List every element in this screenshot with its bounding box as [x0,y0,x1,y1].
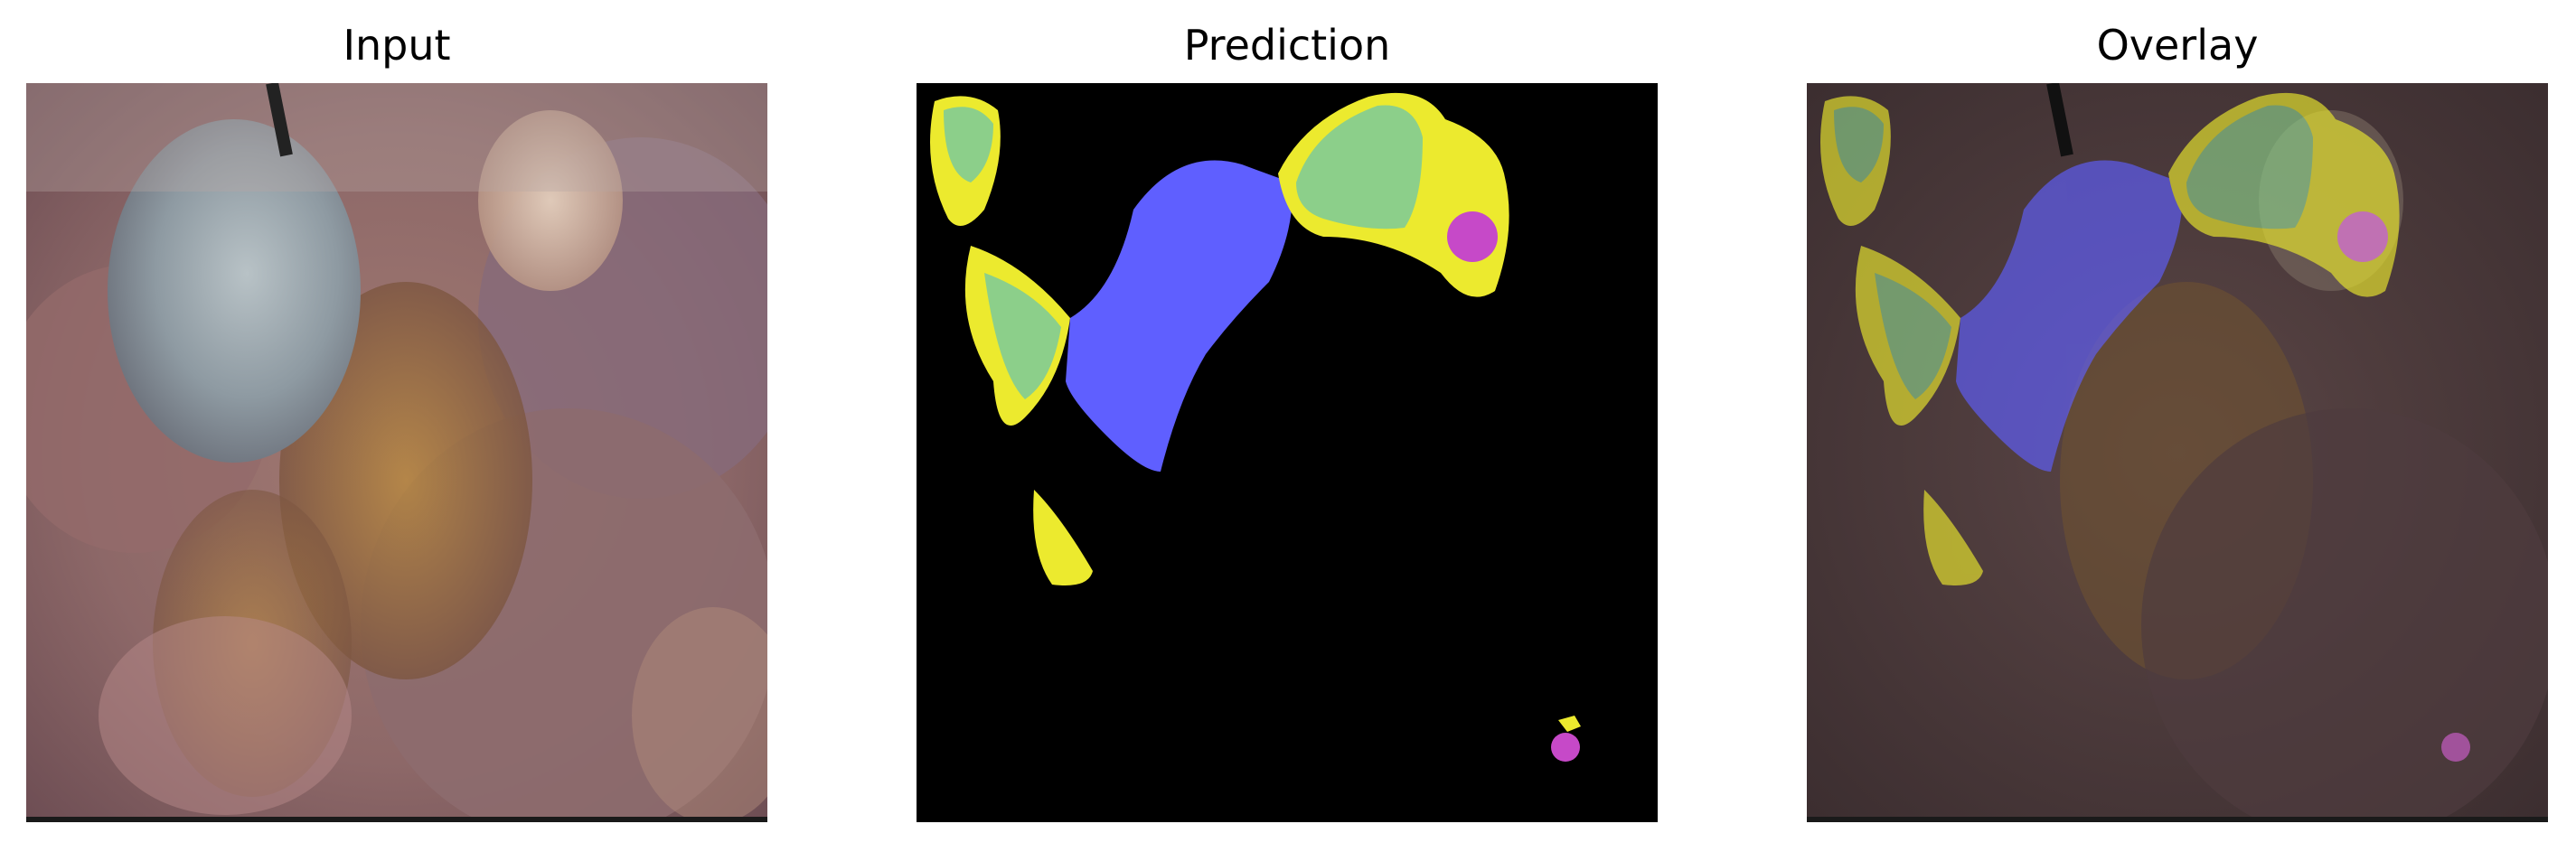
prediction-mask [917,83,1658,822]
overlay-image [1807,83,2548,822]
prediction-title: Prediction [1183,21,1391,70]
input-title: Input [343,21,451,70]
input-image [26,83,767,822]
overlay-title: Overlay [2096,21,2259,70]
